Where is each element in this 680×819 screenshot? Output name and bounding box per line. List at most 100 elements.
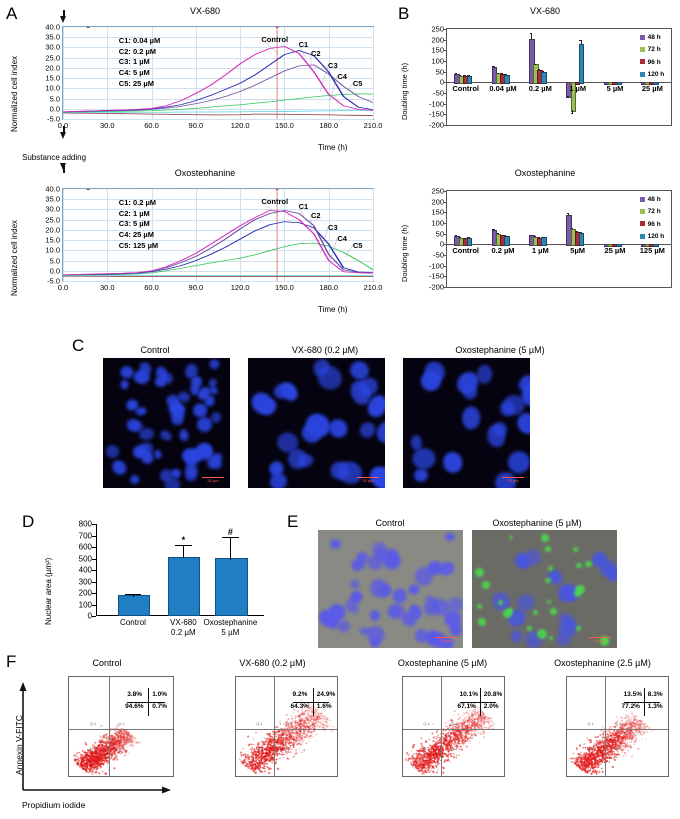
flow-plot-control: 10⁵10⁴10³10²10²10³10⁴10⁵3.8%1.0%94.6%0.7…: [38, 670, 178, 795]
bar: [616, 82, 622, 85]
legend-label: 48 h: [647, 195, 661, 203]
zero-axis: [447, 244, 671, 246]
bar-legend: 48 h 72 h 96 h 120 h: [639, 32, 665, 81]
curve-label: C3: [328, 223, 338, 233]
bar: [653, 82, 659, 85]
gridline-v: [284, 189, 286, 281]
y-tick-label: 100: [431, 218, 444, 228]
bar-group: [634, 29, 671, 125]
y-tick-label: 10⁴: [68, 707, 70, 717]
y-tick-mark: [92, 570, 96, 571]
bar-group: [484, 29, 521, 125]
y-tick-label: 10⁵: [402, 683, 404, 693]
quadrant-line-h: [69, 729, 173, 731]
error-cap: [567, 96, 570, 98]
y-tick-label: 300: [78, 577, 92, 586]
scale-bar-label: 20 µm: [207, 478, 219, 483]
overlay-image-control: 20 µm: [318, 530, 463, 648]
error-cap: [174, 544, 192, 546]
y-tick-label: 50: [435, 229, 444, 239]
quadrant-name: Q-3: [256, 746, 263, 752]
gridline-h: [63, 119, 373, 120]
x-tick-label: 150.0: [275, 121, 294, 130]
bar-group-label: 1 µM: [569, 84, 587, 94]
y-tick-label: 100: [431, 56, 444, 66]
overlay-image-oxostephanine: 20 µm: [472, 530, 617, 648]
green-signal: [475, 567, 485, 578]
panel-letter-f: F: [6, 652, 17, 671]
quadrant-line-v: [441, 677, 443, 776]
green-signal: [600, 635, 608, 643]
green-signal: [544, 546, 552, 553]
y-tick-label: 200: [431, 35, 444, 45]
y-tick-label: -50: [433, 250, 444, 260]
percent-crosshair: [292, 687, 329, 716]
nucleus: [248, 388, 278, 419]
chart-title-oxo-rtca: Oxostephanine: [174, 168, 236, 178]
y-tick-label: -200: [428, 120, 444, 130]
image-label-e-control: Control: [375, 518, 405, 528]
bar: [168, 556, 201, 616]
nucleus: [411, 447, 436, 470]
bar-group-label: 125 µM: [639, 246, 665, 256]
nucleus: [556, 632, 571, 646]
y-tick-label: 200: [431, 197, 444, 207]
y-tick-label: 35.0: [45, 32, 60, 42]
y-tick-label: 40.0: [45, 184, 60, 194]
nucleus: [516, 593, 536, 612]
plot-area: 10⁵10⁴10³10²10²10³10⁴10⁵10.1%20.8%67.1%2…: [402, 676, 505, 777]
nucleus: [444, 532, 456, 542]
rtca-chart-vx680: 40.035.030.025.020.015.010.05.00.0-5.00.…: [22, 14, 382, 142]
substance-adding-marker-top: [60, 16, 66, 23]
x-tick-label: 180.0: [319, 121, 339, 130]
y-tick-mark: [444, 61, 447, 62]
gridline-v: [63, 189, 64, 281]
gridline-h: [63, 281, 373, 282]
x-tick-label: 90.0: [188, 283, 204, 292]
bar: [466, 75, 473, 85]
quadrant-name: Q-2: [283, 720, 291, 726]
nucleus: [184, 468, 198, 482]
image-label-c-vx680: VX-680 (0.2 µM): [291, 345, 359, 355]
flow-title-oxo5: Oxostephanine (5 µM): [397, 658, 488, 668]
quadrant-line-h: [403, 729, 504, 731]
legend-entry: C5: 25 µM: [118, 78, 154, 88]
plot-area: 250 200 150 100 50 0 -50 -100 -150 -200 Control 0.0…: [429, 25, 672, 130]
crosshair-v: [479, 687, 481, 716]
flow-title-control: Control: [92, 658, 122, 668]
nucleus: [153, 449, 163, 460]
curve-label: C4: [337, 234, 347, 244]
bar-group: [447, 29, 484, 125]
scale-bar-label: 20 µm: [594, 638, 606, 643]
gridline-v: [151, 189, 153, 281]
image-label-c-control: Control: [140, 345, 170, 355]
flow-plot-vx680: 10⁵10⁴10³10²10²10³10⁴10⁵9.2%24.9%64.3%1.…: [205, 670, 342, 795]
x-tick-label: 60.0: [144, 283, 159, 292]
quadrant-name: Q-3: [89, 746, 97, 752]
curve-label: C1: [298, 201, 309, 211]
quadrant-name: Q-1: [256, 720, 263, 726]
bar-group: [559, 29, 596, 125]
quadrant-line-h: [236, 729, 337, 731]
y-tick-label: 30.0: [45, 42, 60, 52]
legend-entry: 72 h: [639, 206, 665, 218]
y-tick-label: 40.0: [45, 22, 60, 32]
legend-entry: 96 h: [639, 57, 665, 69]
significance-marker: #: [227, 527, 233, 538]
crosshair-h: [459, 701, 496, 703]
error-bar: [530, 33, 532, 40]
gridline-h: [63, 219, 373, 221]
green-signal: [547, 599, 551, 604]
bar-group-label: Control: [452, 84, 479, 94]
y-tick-mark: [444, 201, 447, 203]
scale-bar-line: [435, 636, 457, 638]
nucleus: [390, 587, 408, 606]
green-signal: [550, 608, 557, 615]
nucleus: [120, 379, 129, 390]
y-tick-label: 10.0: [45, 245, 60, 255]
quadrant-percent: 0.7%: [152, 702, 168, 710]
bar-group-label: 0.2 µM: [528, 84, 552, 94]
x-tick-label: 120.0: [230, 283, 250, 292]
y-tick-label: 30.0: [45, 204, 60, 214]
flow-title-vx680: VX-680 (0.2 µM): [239, 658, 306, 668]
